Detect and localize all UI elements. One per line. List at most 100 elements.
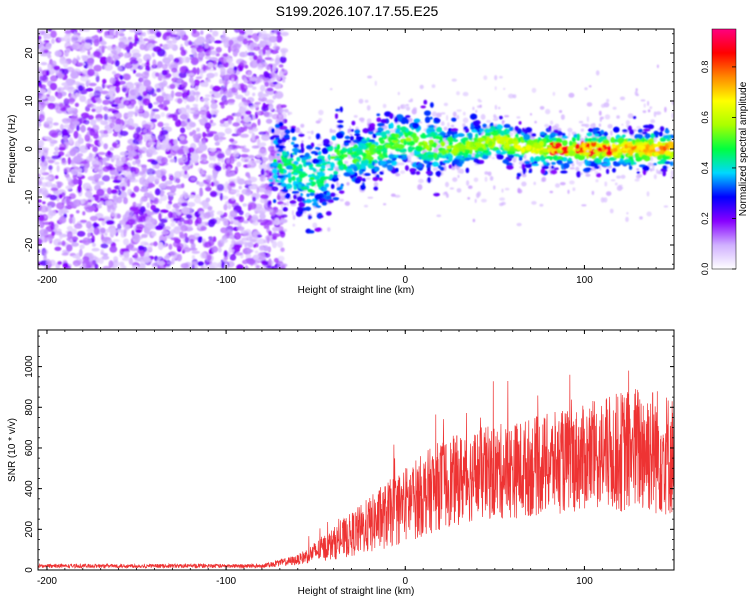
- noise-cell: [102, 253, 108, 257]
- noise-cell: [243, 231, 250, 237]
- noise-cell: [176, 207, 179, 214]
- sparse-cell: [433, 167, 436, 171]
- sparse-cell: [559, 110, 563, 113]
- noise-cell: [38, 35, 42, 41]
- noise-cell: [39, 75, 48, 81]
- noise-cell: [257, 64, 264, 71]
- noise-cell: [181, 183, 185, 189]
- noise-cell: [70, 44, 78, 50]
- noise-cell: [133, 86, 139, 95]
- noise-cell: [208, 163, 215, 169]
- noise-cell: [77, 172, 83, 177]
- noise-cell: [84, 256, 89, 264]
- noise-cell: [111, 119, 120, 123]
- sparse-cell: [288, 140, 291, 143]
- sparse-cell: [292, 223, 296, 227]
- noise-cell: [38, 140, 45, 147]
- noise-cell: [66, 237, 71, 241]
- noise-cell: [281, 49, 286, 58]
- noise-cell: [264, 57, 273, 61]
- sparse-cell: [397, 106, 400, 111]
- sparse-cell: [397, 91, 400, 96]
- noise-cell: [90, 166, 95, 170]
- sparse-cell: [383, 203, 387, 206]
- noise-cell: [50, 132, 59, 138]
- noise-cell: [147, 174, 156, 183]
- noise-cell: [252, 86, 257, 90]
- sparse-cell: [552, 91, 556, 96]
- sparse-cell: [431, 111, 437, 117]
- sparse-cell: [312, 222, 318, 229]
- noise-cell: [42, 149, 49, 157]
- noise-cell: [175, 84, 180, 88]
- noise-cell: [236, 264, 244, 269]
- noise-cell: [259, 40, 263, 49]
- noise-cell: [264, 183, 268, 188]
- noise-cell: [178, 71, 187, 79]
- noise-cell: [239, 194, 245, 203]
- noise-cell: [85, 186, 93, 189]
- noise-cell: [96, 161, 102, 166]
- noise-cell: [57, 182, 62, 189]
- sparse-cell: [412, 107, 417, 112]
- noise-cell: [101, 175, 111, 182]
- noise-cell: [60, 107, 67, 112]
- noise-cell: [100, 243, 109, 249]
- sparse-cell: [636, 168, 640, 171]
- noise-cell: [123, 112, 129, 120]
- sparse-cell: [545, 108, 551, 115]
- noise-cell: [99, 56, 108, 65]
- sparse-cell: [476, 192, 480, 199]
- noise-cell: [80, 75, 89, 82]
- sparse-cell: [616, 115, 620, 119]
- noise-cell: [109, 228, 117, 236]
- noise-cell: [272, 81, 278, 85]
- noise-cell: [126, 84, 131, 89]
- noise-cell: [212, 114, 217, 118]
- noise-cell: [149, 242, 159, 246]
- sparse-cell: [344, 160, 349, 164]
- noise-cell: [160, 209, 169, 213]
- noise-cell: [207, 254, 212, 261]
- noise-cell: [163, 123, 170, 127]
- noise-cell: [96, 188, 105, 197]
- sparse-cell: [604, 181, 608, 187]
- noise-cell: [272, 240, 277, 249]
- noise-cell: [255, 154, 262, 159]
- sparse-cell: [598, 123, 602, 127]
- noise-cell: [116, 213, 121, 219]
- sparse-cell: [581, 123, 587, 127]
- noise-cell: [188, 40, 192, 46]
- noise-cell: [175, 177, 181, 184]
- noise-cell: [68, 97, 75, 105]
- noise-cell: [197, 52, 205, 58]
- noise-cell: [230, 189, 240, 193]
- noise-cell: [66, 176, 72, 182]
- noise-cell: [195, 76, 202, 80]
- noise-cell: [104, 200, 113, 206]
- noise-cell: [253, 46, 261, 51]
- noise-cell: [224, 256, 229, 261]
- noise-cell: [110, 50, 117, 54]
- noise-cell: [169, 185, 177, 193]
- noise-cell: [141, 63, 146, 68]
- sparse-cell: [569, 180, 575, 185]
- noise-cell: [117, 103, 126, 109]
- noise-cell: [269, 71, 275, 79]
- noise-cell: [168, 175, 175, 182]
- noise-cell: [247, 202, 257, 210]
- noise-cell: [252, 221, 259, 226]
- noise-cell: [42, 221, 51, 225]
- sparse-cell: [600, 103, 606, 108]
- noise-cell: [184, 68, 190, 74]
- sparse-cell: [649, 106, 653, 110]
- noise-cell: [184, 170, 188, 175]
- noise-cell: [157, 140, 161, 147]
- noise-cell: [142, 110, 150, 119]
- sparse-cell: [462, 117, 469, 124]
- noise-cell: [263, 239, 268, 244]
- noise-cell: [274, 57, 280, 66]
- noise-cell: [215, 46, 222, 53]
- noise-cell: [173, 139, 178, 146]
- sparse-cell: [417, 184, 423, 191]
